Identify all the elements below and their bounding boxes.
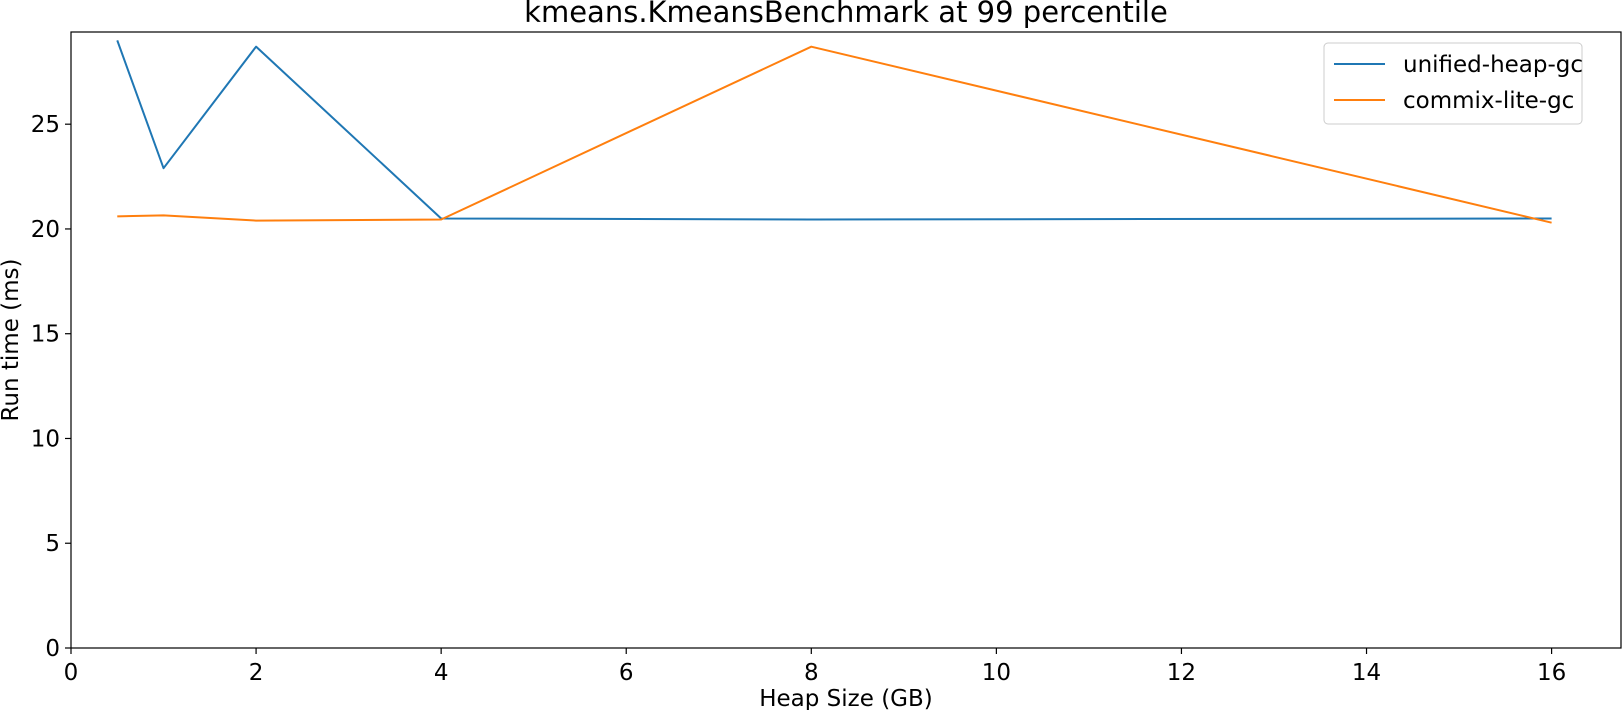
x-tick-label: 8 <box>804 660 819 686</box>
y-tick-label: 15 <box>31 322 60 348</box>
chart-title: kmeans.KmeansBenchmark at 99 percentile <box>524 0 1168 29</box>
x-tick-label: 6 <box>619 660 634 686</box>
y-tick-label: 10 <box>31 426 60 452</box>
x-tick-label: 0 <box>64 660 79 686</box>
x-tick-label: 14 <box>1352 660 1381 686</box>
y-tick-label: 20 <box>31 217 60 243</box>
x-tick-label: 2 <box>249 660 264 686</box>
series-line-unified-heap-gc <box>116 40 1552 221</box>
x-axis-ticks: 0 2 4 6 8 10 12 14 16 <box>64 648 1566 686</box>
x-tick-label: 10 <box>982 660 1011 686</box>
y-tick-label: 0 <box>45 636 60 662</box>
legend: unified-heap-gc commix-lite-gc <box>1323 42 1583 125</box>
legend-frame <box>1323 42 1583 125</box>
series-lines <box>116 40 1552 224</box>
x-tick-label: 12 <box>1167 660 1196 686</box>
legend-label-unified-heap-gc: unified-heap-gc <box>1403 52 1583 78</box>
y-axis-label: Run time (ms) <box>0 258 24 421</box>
series-line-commix-lite-gc <box>117 45 1552 224</box>
y-tick-label: 25 <box>31 112 60 138</box>
y-axis-ticks: 0 5 10 15 20 25 <box>31 112 71 662</box>
x-tick-label: 16 <box>1537 660 1566 686</box>
y-tick-label: 5 <box>45 531 60 557</box>
legend-label-commix-lite-gc: commix-lite-gc <box>1403 88 1574 114</box>
x-axis-label: Heap Size (GB) <box>759 686 933 710</box>
plot-area-frame <box>70 31 1622 649</box>
x-tick-label: 4 <box>434 660 449 686</box>
